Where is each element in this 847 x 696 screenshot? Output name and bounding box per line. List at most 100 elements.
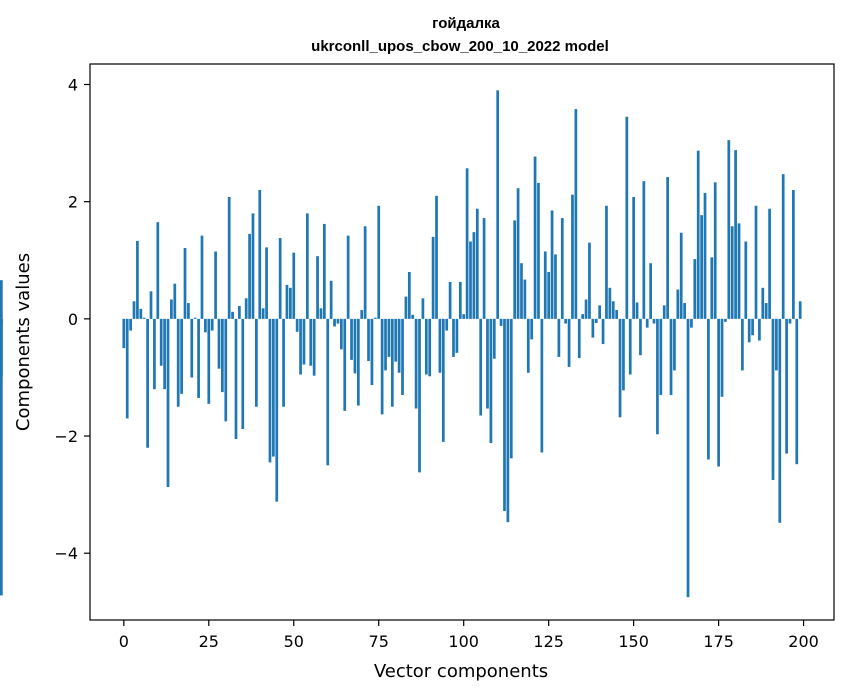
bar-132 bbox=[571, 194, 574, 319]
bar-94 bbox=[441, 318, 445, 442]
bar-109 bbox=[492, 318, 496, 359]
bar-11 bbox=[159, 318, 163, 366]
bar-52 bbox=[299, 318, 302, 375]
bar-129 bbox=[560, 218, 564, 319]
bar-21 bbox=[193, 317, 197, 319]
bar-134 bbox=[577, 318, 581, 359]
bar-138 bbox=[591, 318, 595, 338]
bar-113 bbox=[506, 318, 510, 523]
bar-188 bbox=[761, 287, 765, 319]
x-tick-label-100: 100 bbox=[448, 632, 479, 651]
bar-70 bbox=[360, 310, 364, 319]
bar-44 bbox=[272, 318, 275, 457]
plot-area-frame bbox=[89, 63, 835, 621]
bar-78 bbox=[387, 318, 391, 357]
bar-127 bbox=[554, 254, 557, 319]
chart-title-line1: гойдалка bbox=[432, 15, 500, 32]
bar-116 bbox=[516, 188, 520, 319]
bar-148 bbox=[625, 116, 629, 319]
bar-34 bbox=[238, 305, 241, 319]
bar-135 bbox=[581, 314, 585, 319]
bar-7 bbox=[146, 318, 149, 448]
bar-31 bbox=[227, 196, 231, 319]
bars-group bbox=[0, 90, 802, 598]
bar-150 bbox=[632, 196, 635, 319]
bar-45 bbox=[275, 318, 279, 502]
x-axis-label: Vector components bbox=[374, 661, 548, 682]
x-axis-ticks: 0 25 50 75 100 125 150 175 200 bbox=[119, 620, 819, 651]
bar-59 bbox=[322, 223, 326, 319]
bar-169 bbox=[696, 150, 700, 319]
bar-9 bbox=[153, 318, 156, 390]
bar-16 bbox=[176, 318, 180, 407]
bar-17 bbox=[180, 318, 183, 394]
bar-125 bbox=[547, 271, 551, 319]
bar-95 bbox=[445, 318, 449, 331]
bar-190 bbox=[768, 208, 771, 319]
bar-120 bbox=[530, 318, 534, 340]
bar-164 bbox=[679, 232, 683, 319]
bar-0 bbox=[122, 318, 126, 349]
bar-199 bbox=[798, 301, 802, 319]
bar-87 bbox=[418, 318, 421, 473]
y-axis-label: Components values bbox=[13, 253, 34, 431]
bar-54 bbox=[305, 213, 309, 319]
bar-33 bbox=[234, 318, 238, 439]
bar-161 bbox=[669, 318, 673, 396]
bar-106 bbox=[482, 218, 486, 319]
bar-123 bbox=[540, 318, 544, 453]
bar-46 bbox=[278, 238, 282, 319]
bar-186 bbox=[754, 205, 758, 319]
bar-25 bbox=[207, 318, 211, 404]
bar-159 bbox=[662, 305, 666, 319]
bar-42 bbox=[265, 247, 268, 319]
bar-99 bbox=[458, 281, 462, 319]
bar-undefined bbox=[0, 318, 3, 596]
bar-15 bbox=[173, 283, 177, 319]
bar-153 bbox=[642, 181, 646, 319]
x-tick-label-25: 25 bbox=[199, 632, 219, 651]
bar-75 bbox=[377, 205, 381, 319]
bar-3 bbox=[132, 301, 136, 319]
bar-83 bbox=[404, 296, 408, 319]
bar-152 bbox=[639, 318, 642, 356]
bar-35 bbox=[241, 318, 245, 430]
bar-165 bbox=[683, 303, 686, 319]
bar-145 bbox=[615, 310, 619, 319]
bar-93 bbox=[438, 318, 442, 373]
bar-126 bbox=[550, 210, 554, 319]
bar-60 bbox=[326, 318, 330, 466]
bar-36 bbox=[244, 298, 248, 319]
bar-96 bbox=[448, 281, 452, 319]
bar-143 bbox=[608, 287, 612, 319]
bar-86 bbox=[414, 318, 418, 409]
bar-68 bbox=[353, 318, 357, 374]
bar-102 bbox=[469, 241, 472, 319]
bar-39 bbox=[255, 318, 258, 407]
x-tick-label-0: 0 bbox=[119, 632, 129, 651]
bar-196 bbox=[788, 318, 792, 324]
bar-28 bbox=[217, 318, 221, 369]
bar-172 bbox=[707, 318, 710, 460]
bar-97 bbox=[452, 318, 455, 357]
bar-154 bbox=[645, 318, 649, 328]
bar-182 bbox=[741, 318, 744, 371]
bar-187 bbox=[758, 318, 761, 341]
bar-79 bbox=[390, 318, 394, 407]
x-tick-label-50: 50 bbox=[284, 632, 304, 651]
bar-64 bbox=[339, 318, 343, 350]
bar-76 bbox=[380, 318, 384, 415]
bar-108 bbox=[489, 318, 493, 444]
x-tick-label-175: 175 bbox=[703, 632, 734, 651]
bar-141 bbox=[601, 318, 605, 345]
bar-136 bbox=[584, 299, 588, 319]
bar-29 bbox=[221, 318, 224, 393]
chart-title-line2: ukrconll_upos_cbow_200_10_2022 model bbox=[311, 38, 609, 55]
bar-193 bbox=[778, 318, 782, 523]
bar-41 bbox=[261, 308, 265, 319]
bar-191 bbox=[771, 318, 775, 480]
bar-112 bbox=[503, 318, 506, 512]
bar-151 bbox=[635, 302, 639, 319]
bar-158 bbox=[659, 318, 663, 396]
